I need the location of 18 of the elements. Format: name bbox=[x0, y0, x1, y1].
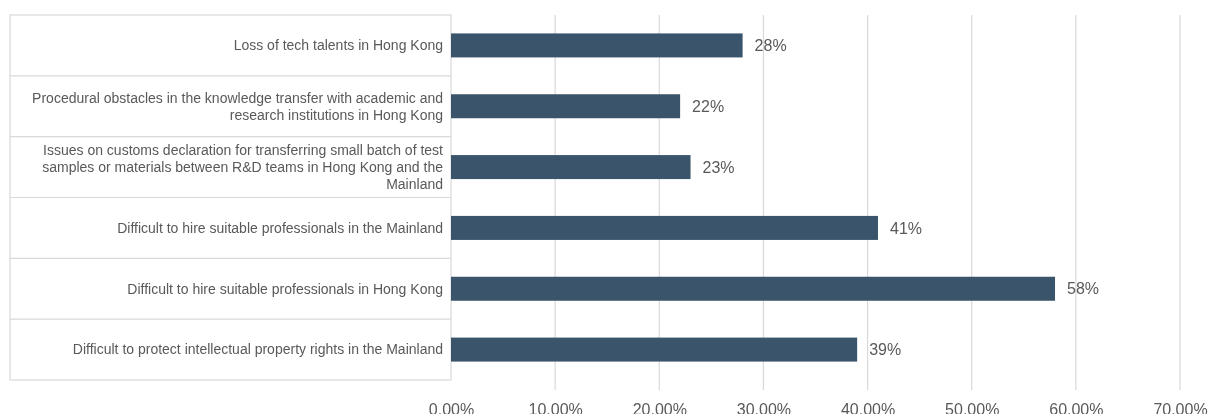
data-label: 41% bbox=[889, 219, 923, 237]
bar bbox=[451, 215, 878, 240]
data-label: 28% bbox=[754, 37, 787, 55]
bar bbox=[451, 33, 743, 58]
data-label: 39% bbox=[869, 341, 902, 359]
bar bbox=[451, 94, 681, 119]
bar bbox=[451, 337, 858, 362]
bar bbox=[451, 276, 1056, 301]
y-tick-label: Difficult to hire suitable professionals in Hong Kong bbox=[127, 280, 443, 297]
y-tick-label: Procedural obstacles in the knowledge transfer with academic and research institutions in Hong Kong bbox=[32, 89, 443, 123]
data-label: 23% bbox=[702, 158, 735, 176]
data-label: 22% bbox=[692, 97, 725, 115]
y-tick-label: Issues on customs declaration for transferring small batch of test samples or materials between R&D teams in Hong Kong and the Mainland bbox=[42, 141, 444, 192]
y-tick-label: Loss of tech talents in Hong Kong bbox=[233, 37, 443, 54]
data-label: 58% bbox=[1067, 280, 1100, 298]
bar bbox=[451, 155, 691, 180]
y-tick-label: Difficult to hire suitable professionals in the Mainland bbox=[117, 219, 443, 236]
y-tick-label: Difficult to protect intellectual property rights in the Mainland bbox=[72, 341, 443, 358]
